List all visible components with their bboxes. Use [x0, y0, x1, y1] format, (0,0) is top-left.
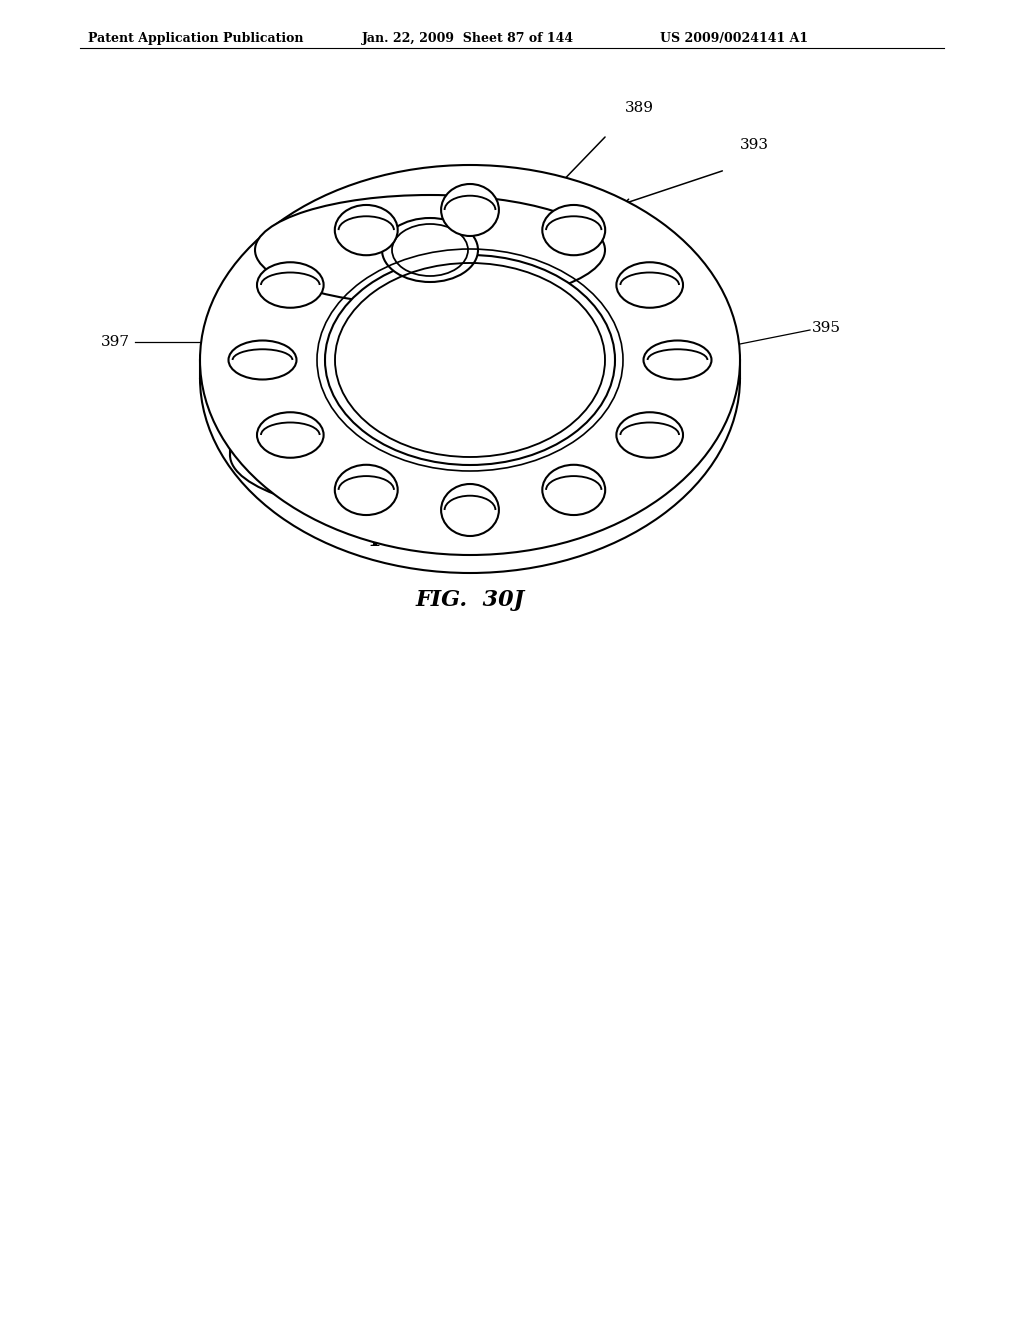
Ellipse shape [255, 195, 605, 305]
Text: Jan. 22, 2009  Sheet 87 of 144: Jan. 22, 2009 Sheet 87 of 144 [362, 32, 574, 45]
Ellipse shape [543, 205, 605, 255]
Ellipse shape [230, 358, 630, 482]
Ellipse shape [200, 165, 740, 554]
Ellipse shape [228, 341, 297, 380]
Ellipse shape [335, 205, 397, 255]
Text: Patent Application Publication: Patent Application Publication [88, 32, 303, 45]
Ellipse shape [643, 341, 712, 380]
Text: US 2009/0024141 A1: US 2009/0024141 A1 [660, 32, 808, 45]
Text: 393: 393 [740, 139, 769, 152]
Ellipse shape [230, 393, 630, 517]
Ellipse shape [441, 183, 499, 236]
Text: FIG.  30J: FIG. 30J [416, 589, 524, 611]
Ellipse shape [543, 465, 605, 515]
Ellipse shape [616, 263, 683, 308]
Ellipse shape [441, 484, 499, 536]
Text: 389: 389 [625, 102, 654, 115]
Ellipse shape [335, 465, 397, 515]
Text: 395: 395 [812, 321, 841, 335]
Ellipse shape [382, 218, 478, 282]
Text: 397: 397 [101, 335, 130, 348]
Ellipse shape [257, 263, 324, 308]
Ellipse shape [325, 255, 615, 465]
Text: FIG.  30K: FIG. 30K [371, 529, 489, 550]
Ellipse shape [257, 412, 324, 458]
Ellipse shape [616, 412, 683, 458]
